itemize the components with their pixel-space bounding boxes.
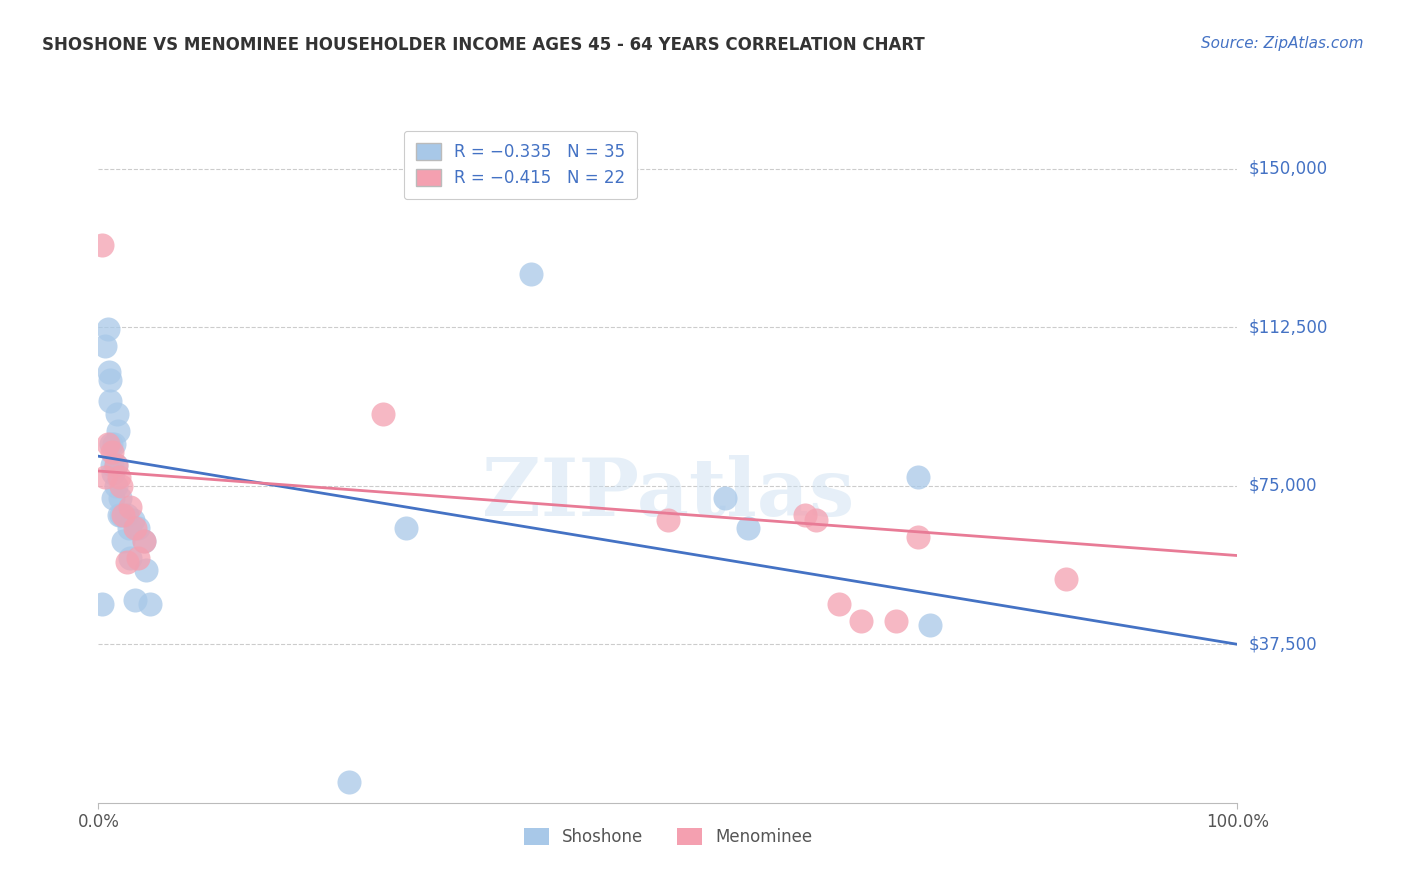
Point	[104, 458, 127, 472]
Point	[124, 593, 146, 607]
Point	[110, 479, 132, 493]
Point	[1054, 572, 1078, 586]
Point	[124, 521, 146, 535]
Point	[101, 445, 124, 459]
Point	[337, 774, 360, 789]
Text: $112,500: $112,500	[1249, 318, 1327, 336]
Point	[121, 513, 143, 527]
Point	[135, 563, 157, 577]
Point	[90, 597, 112, 611]
Text: $75,000: $75,000	[1249, 477, 1317, 495]
Point	[103, 491, 125, 506]
Point	[107, 424, 129, 438]
Point	[100, 436, 122, 450]
Point	[828, 597, 851, 611]
Point	[371, 407, 394, 421]
Text: $150,000: $150,000	[1249, 160, 1327, 178]
Point	[737, 521, 759, 535]
Point	[103, 436, 125, 450]
Point	[96, 436, 118, 450]
Point	[138, 597, 160, 611]
Point	[94, 470, 117, 484]
Point	[395, 521, 418, 535]
Point	[132, 533, 155, 548]
Point	[804, 513, 827, 527]
Text: $37,500: $37,500	[1249, 635, 1317, 653]
Point	[120, 500, 142, 514]
Text: ZIPatlas: ZIPatlas	[482, 455, 853, 533]
Point	[793, 508, 815, 523]
Point	[714, 491, 737, 506]
Point	[115, 555, 138, 569]
Point	[108, 470, 131, 484]
Point	[907, 529, 929, 543]
Point	[108, 508, 131, 523]
Point	[120, 550, 142, 565]
Point	[851, 614, 873, 628]
Point	[90, 238, 112, 252]
Legend: Shoshone, Menominee: Shoshone, Menominee	[513, 818, 823, 856]
Point	[918, 618, 941, 632]
Point	[520, 268, 543, 282]
Point	[115, 508, 138, 523]
Point	[96, 322, 118, 336]
Point	[907, 470, 929, 484]
Point	[118, 521, 141, 535]
Point	[94, 339, 117, 353]
Point	[110, 508, 132, 523]
Point	[103, 466, 125, 480]
Text: Source: ZipAtlas.com: Source: ZipAtlas.com	[1201, 36, 1364, 51]
Point	[104, 458, 127, 472]
Point	[108, 491, 131, 506]
Point	[97, 365, 120, 379]
Point	[105, 407, 128, 421]
Point	[104, 479, 127, 493]
Point	[98, 373, 121, 387]
Point	[112, 533, 135, 548]
Point	[127, 521, 149, 535]
Point	[657, 513, 679, 527]
Point	[884, 614, 907, 628]
Point	[101, 458, 124, 472]
Point	[112, 508, 135, 523]
Point	[132, 533, 155, 548]
Text: SHOSHONE VS MENOMINEE HOUSEHOLDER INCOME AGES 45 - 64 YEARS CORRELATION CHART: SHOSHONE VS MENOMINEE HOUSEHOLDER INCOME…	[42, 36, 925, 54]
Point	[98, 394, 121, 409]
Point	[127, 550, 149, 565]
